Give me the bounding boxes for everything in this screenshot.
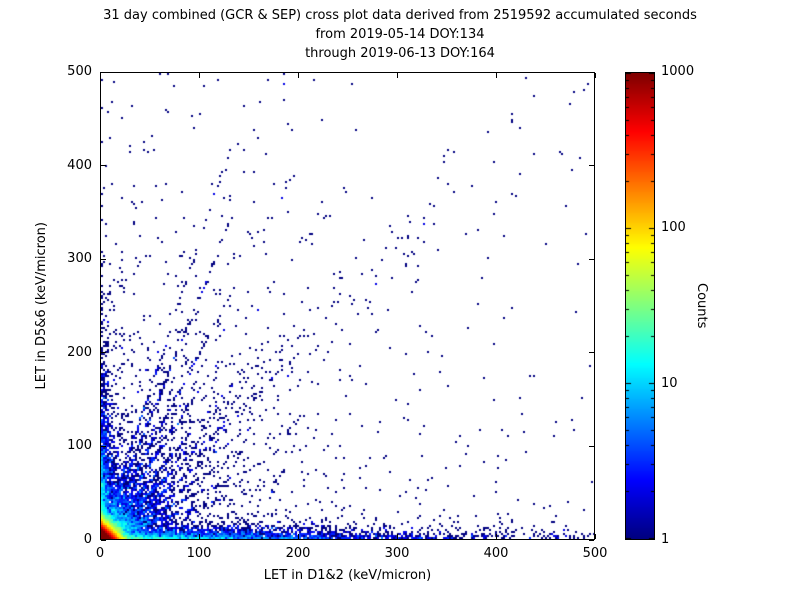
x-tick-label: 400 — [483, 546, 509, 561]
x-tick-label: 0 — [95, 546, 105, 561]
y-tick-label: 300 — [67, 251, 92, 267]
title-line-2: from 2019-05-14 DOY:134 — [315, 27, 485, 42]
colorbar-label: Counts — [694, 72, 709, 540]
colorbar-tick-label: 1000 — [661, 64, 695, 79]
colorbar-label-text: Counts — [694, 283, 709, 329]
y-tick-label: 400 — [67, 157, 92, 173]
y-tick-label: 500 — [67, 64, 92, 79]
chart-title: 31 day combined (GCR & SEP) cross plot d… — [0, 6, 800, 63]
colorbar-canvas — [626, 73, 654, 539]
y-axis-label-text: LET in D5&6 (keV/micron) — [34, 222, 49, 390]
title-line-1: 31 day combined (GCR & SEP) cross plot d… — [103, 8, 697, 23]
x-axis-label: LET in D1&2 (keV/micron) — [263, 568, 432, 583]
colorbar-tick-label: 10 — [661, 376, 678, 391]
colorbar-tick-label: 1 — [661, 532, 670, 547]
x-tick-label: 200 — [285, 546, 311, 561]
plot-area — [100, 72, 595, 540]
colorbar-tick-label: 100 — [661, 220, 686, 235]
x-tick-label: 100 — [186, 546, 212, 561]
y-tick-label: 100 — [67, 438, 92, 454]
title-line-3: through 2019-06-13 DOY:164 — [305, 46, 495, 61]
y-tick-label: 200 — [67, 344, 92, 360]
x-tick-label: 500 — [582, 546, 608, 561]
y-tick-label: 0 — [83, 532, 92, 547]
colorbar — [625, 72, 655, 540]
x-tick-label: 300 — [384, 546, 410, 561]
scatter-canvas — [101, 73, 594, 539]
y-axis-label: LET in D5&6 (keV/micron) — [34, 72, 49, 540]
